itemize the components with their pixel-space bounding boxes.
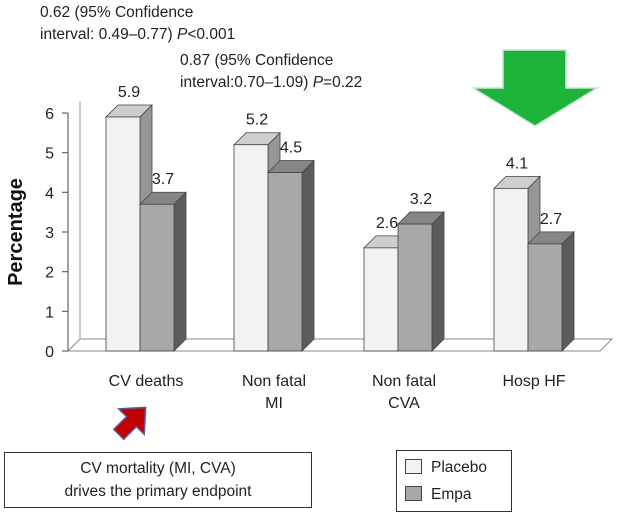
y-tick-label: 6 [45, 106, 54, 123]
note-line1: CV mortality (MI, CVA) [80, 460, 236, 477]
legend-label-empa: Empa [431, 486, 472, 503]
y-tick-label: 5 [45, 146, 54, 163]
legend: Placebo Empa [396, 450, 512, 512]
data-label: 3.2 [410, 191, 432, 208]
data-label: 4.1 [506, 155, 528, 172]
bar-front-face [363, 247, 399, 352]
x-category-label: Non fatal [242, 373, 306, 390]
legend-swatch-placebo [405, 459, 422, 474]
bar-front-face [493, 187, 529, 352]
cv-deaths-hr-line2: interval: 0.49–0.77) P<0.001 [40, 26, 236, 43]
bar-side-face [431, 211, 445, 352]
bar-front-face [527, 243, 563, 352]
legend-item-placebo: Placebo [405, 457, 487, 479]
y-tick-label: 4 [45, 185, 54, 202]
red-arrow-shape [112, 406, 147, 441]
up-right-arrow-icon [112, 406, 147, 441]
overall-hr-line1: 0.87 (95% Confidence [180, 52, 334, 69]
cv-deaths-hazard-ratio-annotation: 0.62 (95% Confidence interval: 0.49–0.77… [40, 2, 235, 46]
data-label: 2.6 [376, 215, 398, 232]
data-label: 5.2 [246, 112, 268, 129]
data-label: 3.7 [152, 171, 174, 188]
bar-empa-0 [139, 191, 187, 352]
bar-front-face [397, 223, 433, 352]
down-arrow-icon [470, 49, 600, 127]
data-label: 5.9 [118, 84, 140, 101]
bar-front-face [233, 144, 269, 352]
bar-side-face [301, 159, 315, 352]
x-category-label: CVA [388, 395, 420, 412]
legend-label-placebo: Placebo [431, 459, 488, 476]
x-category-label: CV deaths [109, 373, 184, 390]
bar-front-face [139, 203, 175, 352]
bar-side-face [561, 230, 575, 352]
cv-mortality-note-box: CV mortality (MI, CVA) drives the primar… [4, 452, 312, 508]
bar-empa-2 [397, 211, 445, 352]
overall-hazard-ratio-annotation: 0.87 (95% Confidence interval:0.70–1.09)… [180, 50, 362, 94]
bar-empa-1 [267, 159, 315, 352]
legend-item-empa: Empa [405, 484, 472, 506]
x-category-label: Non fatal [372, 373, 436, 390]
bar-empa-3 [527, 230, 575, 352]
y-axis-title: Percentage [5, 178, 27, 286]
bar-front-face [105, 116, 141, 352]
x-category-label: Hosp HF [502, 373, 565, 390]
note-line2: drives the primary endpoint [64, 483, 252, 500]
y-tick-label: 0 [45, 344, 54, 361]
legend-swatch-empa [405, 486, 422, 501]
cv-deaths-hr-line1: 0.62 (95% Confidence [40, 4, 194, 21]
bar-side-face [173, 191, 187, 352]
data-label: 2.7 [540, 211, 562, 228]
data-label: 4.5 [280, 140, 302, 157]
x-category-label: MI [265, 395, 283, 412]
overall-hr-line2: interval:0.70–1.09) P=0.22 [180, 74, 363, 91]
y-tick-label: 2 [45, 265, 54, 282]
y-tick-label: 1 [45, 304, 54, 321]
bar-front-face [267, 172, 303, 352]
y-tick-label: 3 [45, 225, 54, 242]
